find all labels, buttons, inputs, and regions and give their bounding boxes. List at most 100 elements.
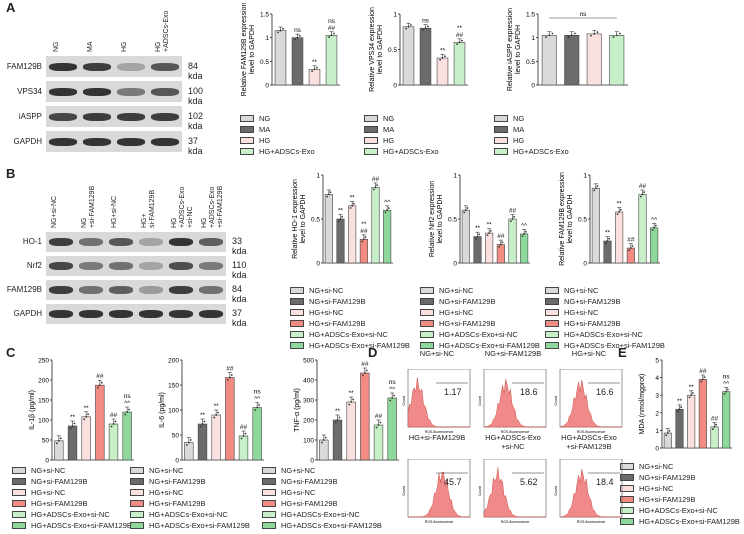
legend-swatch <box>420 331 434 338</box>
bar <box>360 372 370 461</box>
significance-label: ** <box>200 412 206 419</box>
legend-item: HG+ADSCs-Exo+si-FAM129B <box>290 340 410 351</box>
data-point <box>361 240 364 243</box>
y-axis-title: level to GAPDH <box>249 25 256 74</box>
data-point <box>348 403 351 406</box>
legend-item: HG+si-NC <box>130 487 250 498</box>
blot-band <box>199 238 223 246</box>
y-tick-label: 50 <box>42 438 50 445</box>
y-tick-label: 200 <box>168 358 179 365</box>
legend-label: HG+ADSCs-Exo <box>383 147 439 156</box>
blot-row <box>46 280 226 300</box>
legend-label: HG+si-NC <box>149 488 184 497</box>
blot-band <box>109 310 133 318</box>
y-tick-label: 0 <box>655 446 659 453</box>
bar <box>252 407 262 461</box>
data-point <box>593 189 596 192</box>
blot-band <box>151 137 179 146</box>
legend-label: HG+ADSCs-Exo+si-FAM129B <box>149 521 250 530</box>
blot-band <box>199 310 223 318</box>
blot-band <box>49 286 73 294</box>
significance-label: ## <box>226 366 234 373</box>
blot-row <box>46 232 226 252</box>
legend-label: HG+si-NC <box>439 308 474 317</box>
facs-histogram: Count ROS-fluorescence <box>478 459 547 524</box>
facs-peak <box>483 379 546 428</box>
data-point <box>364 236 367 238</box>
data-point <box>574 32 576 35</box>
data-point <box>567 36 570 38</box>
data-point <box>726 388 729 391</box>
blot-band <box>139 262 163 270</box>
significance-label: ns <box>389 379 397 386</box>
bar <box>698 379 707 449</box>
legend-label: HG+si-NC <box>639 484 674 493</box>
significance-label: ns <box>124 393 132 400</box>
data-point <box>604 242 607 245</box>
legend: NG MA HG HG+ADSCs-Exo <box>494 113 569 157</box>
data-point <box>488 232 491 234</box>
data-point <box>654 224 657 227</box>
data-point <box>678 408 681 411</box>
data-point <box>593 32 596 35</box>
blot-band <box>151 112 179 121</box>
data-point <box>391 397 394 399</box>
data-point <box>616 213 619 216</box>
data-point <box>523 233 526 235</box>
significance-label: ## <box>361 361 369 368</box>
data-point <box>463 211 466 214</box>
data-point <box>606 240 609 242</box>
legend-item: NG <box>240 113 315 124</box>
blot-row-label: iASPP <box>18 111 42 121</box>
data-point <box>217 411 219 414</box>
blot-band <box>79 286 103 294</box>
data-point <box>700 380 703 383</box>
y-axis-title: Relative VPS34 expression <box>369 7 376 92</box>
y-tick-label: 200 <box>303 418 314 425</box>
data-point <box>315 66 318 69</box>
y-tick-label: 500 <box>303 358 314 365</box>
legend-label: HG+si-FAM129B <box>564 319 621 328</box>
legend-swatch <box>494 148 508 155</box>
data-point <box>389 399 392 402</box>
facs-percentage: 5.62 <box>520 477 538 487</box>
legend-swatch <box>290 309 304 316</box>
legend-swatch <box>130 478 144 485</box>
legend-item: HG+si-NC <box>545 307 665 318</box>
legend-swatch <box>290 287 304 294</box>
y-tick-label: 0 <box>175 458 179 465</box>
facs-x-label: ROS-fluorescence <box>501 430 530 434</box>
data-point <box>443 55 446 58</box>
legend-label: HG <box>259 136 271 145</box>
y-axis-title: MDA (nmol/mgprot) <box>639 374 646 435</box>
significance-label: ## <box>497 233 505 240</box>
y-axis-title: level to GAPDH <box>377 25 384 74</box>
significance-label: ^^ <box>723 380 730 387</box>
bar <box>609 34 625 86</box>
data-point <box>230 374 233 376</box>
significance-label: ** <box>475 225 481 232</box>
data-point <box>330 34 333 37</box>
data-point <box>409 24 412 26</box>
significance-label: ns <box>254 389 262 396</box>
bar <box>122 411 132 461</box>
data-point <box>85 415 88 418</box>
legend-item: HG+ADSCs-Exo+si-FAM129B <box>262 520 382 531</box>
blot-band <box>117 112 145 121</box>
blot-kda-label: 84 kda <box>188 60 203 81</box>
data-point <box>612 36 615 38</box>
legend-label: NG <box>259 114 271 123</box>
bar <box>387 397 397 461</box>
y-tick-label: 0 <box>453 261 457 268</box>
data-point <box>279 29 282 32</box>
bar-chart-e1: 0 1 2 3 4 5 MDA (nmol/mgprot) ** ** ## ## ns^^ <box>639 358 732 453</box>
legend-swatch <box>494 137 508 144</box>
data-point <box>254 409 257 411</box>
data-point <box>386 209 389 212</box>
legend-swatch <box>240 115 254 122</box>
facs-y-label: Count <box>402 486 406 495</box>
bar <box>319 439 329 461</box>
significance-label: ** <box>70 414 76 421</box>
legend-item: HG+si-NC <box>12 487 132 498</box>
legend-label: NG+si-FAM129B <box>639 473 696 482</box>
